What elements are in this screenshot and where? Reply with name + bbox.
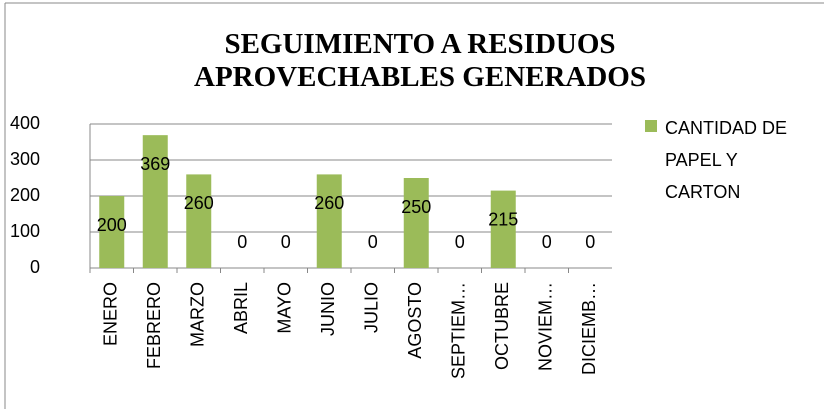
y-tick-label: 200 — [10, 185, 40, 205]
data-label: 0 — [542, 232, 552, 252]
x-tick-label: ABRIL — [231, 282, 251, 334]
bar — [403, 178, 429, 268]
x-tick-label: ENERO — [101, 282, 121, 346]
legend-label: CANTIDAD DE PAPEL Y CARTON — [665, 118, 788, 202]
data-label: 250 — [401, 197, 431, 217]
x-tick-label: OCTUBRE — [492, 282, 512, 370]
x-tick-label: MAYO — [275, 282, 295, 334]
bar — [186, 174, 212, 268]
bar — [142, 135, 168, 268]
x-tick-label: AGOSTO — [405, 282, 425, 359]
x-tick-label: DICIEMB… — [579, 282, 599, 375]
y-tick-label: 400 — [10, 113, 40, 133]
x-tick-label: JULIO — [362, 282, 382, 333]
chart-title: SEGUIMIENTO A RESIDUOS APROVECHABLES GEN… — [194, 28, 646, 93]
data-label: 0 — [237, 232, 247, 252]
data-label: 200 — [97, 215, 127, 235]
x-tick-label: FEBRERO — [144, 282, 164, 369]
x-tick-label: JUNIO — [318, 282, 338, 336]
y-tick-label: 300 — [10, 149, 40, 169]
data-label: 215 — [488, 209, 518, 229]
bar — [490, 190, 516, 268]
data-label: 0 — [281, 232, 291, 252]
data-label: 0 — [585, 232, 595, 252]
x-tick-label: MARZO — [188, 282, 208, 347]
x-tick-label: SEPTIEM… — [449, 282, 469, 379]
data-label: 369 — [140, 154, 170, 174]
data-label: 0 — [455, 232, 465, 252]
data-label: 260 — [184, 193, 214, 213]
data-label: 260 — [314, 193, 344, 213]
legend-swatch — [645, 120, 657, 132]
y-tick-label: 100 — [10, 221, 40, 241]
x-tick-label: NOVIEM… — [536, 282, 556, 371]
bar — [316, 174, 342, 268]
y-tick-label: 0 — [30, 257, 40, 277]
bar — [99, 196, 125, 268]
data-label: 0 — [368, 232, 378, 252]
